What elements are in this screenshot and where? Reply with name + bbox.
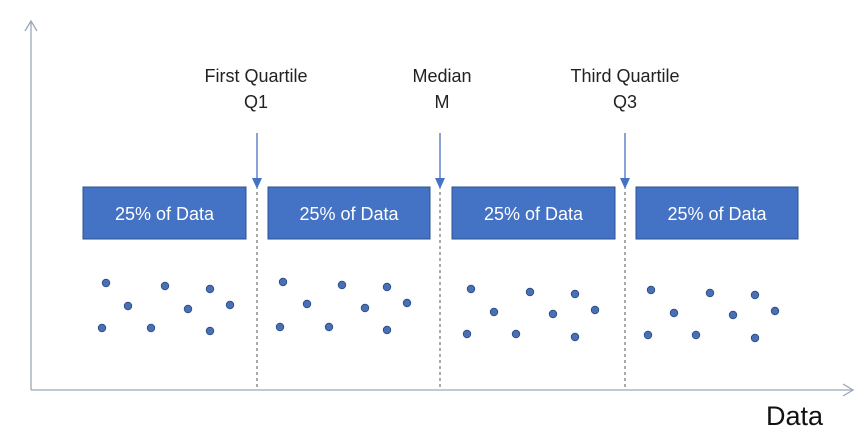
marker-q3-title: Third Quartile	[570, 66, 679, 86]
data-point	[337, 280, 347, 290]
data-point	[728, 310, 738, 320]
marker-q3-symbol: Q3	[613, 92, 637, 112]
segment-box-4	[635, 186, 799, 240]
data-point	[205, 326, 215, 336]
dividers	[256, 186, 626, 390]
x-axis-label: Data	[766, 401, 824, 431]
data-point	[462, 329, 472, 339]
data-point	[146, 323, 156, 333]
arrow-q3	[620, 133, 630, 189]
arrow-median	[435, 133, 445, 189]
marker-arrows	[252, 133, 630, 189]
data-point	[160, 281, 170, 291]
data-point	[646, 285, 656, 295]
data-point	[382, 282, 392, 292]
data-point	[750, 290, 760, 300]
data-point	[669, 308, 679, 318]
data-point	[278, 277, 288, 287]
data-point	[360, 303, 370, 313]
segment-label-4: 25% of Data	[667, 204, 767, 224]
data-point	[643, 330, 653, 340]
data-point	[570, 289, 580, 299]
data-point	[183, 304, 193, 314]
data-point	[324, 322, 334, 332]
segment-label-1: 25% of Data	[115, 204, 215, 224]
data-point	[511, 329, 521, 339]
data-point	[489, 307, 499, 317]
marker-labels: First Quartile Q1 Median M Third Quartil…	[204, 66, 679, 112]
x-axis-arrowhead	[842, 383, 855, 397]
data-point	[770, 306, 780, 316]
data-point	[750, 333, 760, 343]
marker-median-title: Median	[412, 66, 471, 86]
data-point	[570, 332, 580, 342]
y-axis-arrowhead	[24, 19, 38, 32]
data-point	[466, 284, 476, 294]
data-point	[205, 284, 215, 294]
data-point	[382, 325, 392, 335]
segment-box-1	[82, 186, 247, 240]
data-point	[525, 287, 535, 297]
data-point	[275, 322, 285, 332]
data-point	[402, 298, 412, 308]
data-point	[225, 300, 235, 310]
segment-box-3	[451, 186, 616, 240]
axes: Data	[24, 19, 855, 431]
data-point	[691, 330, 701, 340]
data-points	[97, 277, 780, 343]
data-point	[97, 323, 107, 333]
data-point	[590, 305, 600, 315]
data-point	[705, 288, 715, 298]
segment-label-3: 25% of Data	[484, 204, 584, 224]
arrow-q1	[252, 133, 262, 189]
marker-median-symbol: M	[435, 92, 450, 112]
data-point	[101, 278, 111, 288]
segment-box-2	[267, 186, 431, 240]
marker-q1-symbol: Q1	[244, 92, 268, 112]
data-point	[302, 299, 312, 309]
marker-q1-title: First Quartile	[204, 66, 307, 86]
data-point	[123, 301, 133, 311]
segment-boxes: 25% of Data 25% of Data 25% of Data 25% …	[82, 186, 799, 240]
segment-label-2: 25% of Data	[299, 204, 399, 224]
data-point	[548, 309, 558, 319]
